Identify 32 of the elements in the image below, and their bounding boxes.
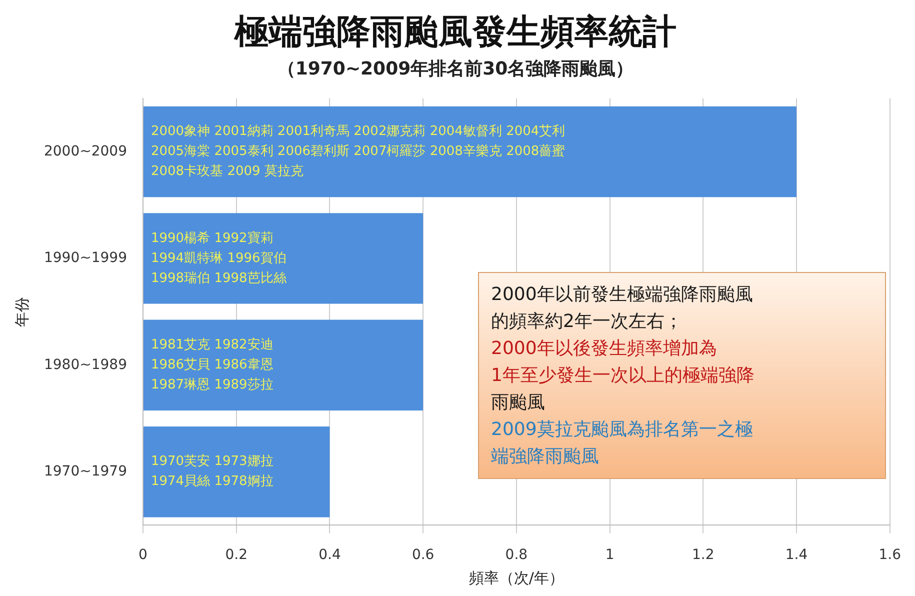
annotation: 的頻率約2年一次左右； (491, 310, 684, 334)
x-tick-label: 0.4 (318, 547, 341, 564)
x-tick-label: 0 (138, 547, 148, 564)
x-axis-title: 頻率（次/年） (468, 568, 564, 587)
y-tick-label: 1970~1979 (44, 463, 127, 480)
y-tick-label: 1980~1989 (44, 356, 127, 373)
y-axis-title: 年份 (12, 296, 31, 327)
bar (143, 320, 424, 410)
annotation: 1990楊希 1992寶莉 1994凱特琳 1996賀伯 1998瑞伯 1998芭比絲 (150, 230, 286, 286)
annotation: 1981艾克 1982安迪 1986艾貝 1986韋恩 1987琳恩 1989莎拉 (150, 336, 274, 393)
y-tick-label: 1990~1999 (44, 250, 127, 266)
x-tick-label: 1.2 (692, 547, 714, 564)
x-tick-label: 1 (605, 547, 614, 564)
annotation: 2009莫拉克颱風為排名第一之極 (491, 418, 754, 442)
annotation: 1970芙安 1973娜拉 1974貝絲 1978婀拉 (150, 453, 274, 490)
x-tick-label: 1.4 (785, 547, 808, 564)
annotation: 2000年以前發生極端強降雨颱風 (491, 283, 754, 307)
x-tick-label: 0.2 (225, 547, 248, 564)
annotation: 2000象神 2001納莉 2001利奇馬 2002娜克莉 2004敏督利 2004艾利 2005海棠 2005泰利 2006碧利斯 2007柯羅莎 2008辛樂克 2008薔蜜 2008卡玫基 2009 莫拉克 (150, 124, 566, 180)
bar (143, 426, 330, 518)
annotation: 2000年以後發生頻率增加為 (491, 337, 718, 361)
y-tick-label: 2000~2009 (44, 143, 127, 160)
bar (143, 213, 424, 304)
x-tick-label: 0.8 (505, 547, 528, 564)
bar (143, 106, 797, 198)
annotation: 1年至少發生一次以上的極端強降 (491, 364, 756, 388)
chart-title: 極端強降雨颱風發生頻率統計 (234, 12, 676, 52)
x-tick-label: 0.6 (412, 547, 434, 564)
annotation: 端強降雨颱風 (491, 445, 600, 469)
annotation: 雨颱風 (491, 391, 546, 415)
chart-subtitle: （1970~2009年排名前30名強降雨颱風） (277, 58, 634, 80)
x-tick-label: 1.6 (878, 547, 902, 564)
